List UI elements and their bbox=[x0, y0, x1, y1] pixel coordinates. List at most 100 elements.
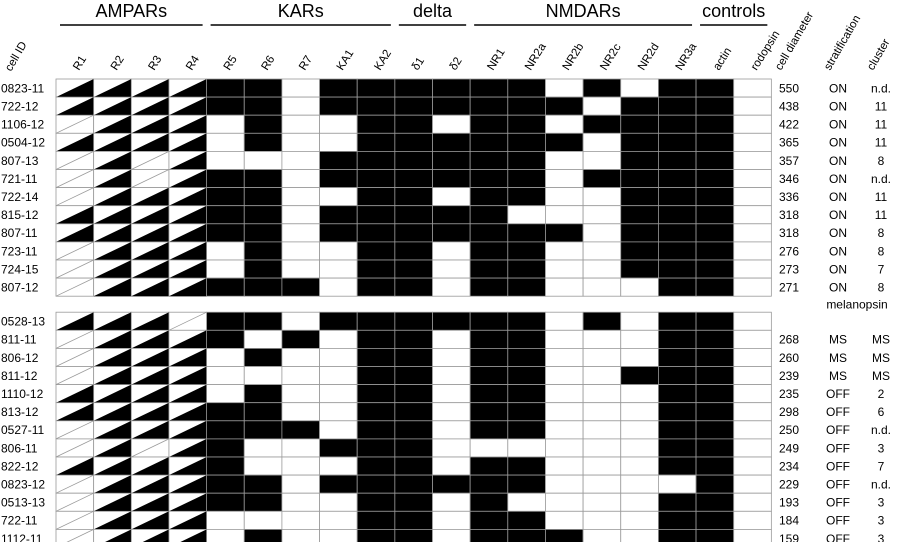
column-label: actin bbox=[711, 46, 734, 73]
heatmap-cell bbox=[620, 205, 659, 225]
heatmap-cell bbox=[658, 132, 697, 152]
heatmap-cell bbox=[319, 114, 358, 134]
heatmap-cell bbox=[206, 277, 245, 297]
heatmap-cell bbox=[658, 311, 697, 331]
heatmap-cell bbox=[469, 187, 509, 207]
cluster-value: 11 bbox=[875, 190, 888, 204]
heatmap-cell bbox=[356, 150, 396, 170]
heatmap-cell bbox=[432, 241, 471, 261]
heatmap-cell-half bbox=[168, 438, 207, 457]
heatmap-cell bbox=[356, 329, 396, 349]
cell-diameter-value: 318 bbox=[779, 208, 799, 222]
heatmap-cell-half bbox=[168, 97, 207, 116]
cluster-value: MS bbox=[872, 369, 890, 383]
heatmap-cell bbox=[545, 114, 584, 134]
column-label: δ1 bbox=[410, 55, 427, 72]
heatmap-cell bbox=[394, 96, 433, 116]
cell-diameter-value: 276 bbox=[779, 244, 799, 258]
heatmap-cell-diagonal bbox=[55, 241, 94, 261]
heatmap-cell bbox=[582, 187, 622, 207]
heatmap-cell-half bbox=[56, 223, 94, 242]
heatmap-cell-diagonal bbox=[55, 187, 94, 207]
cluster-value: n.d. bbox=[871, 423, 891, 437]
heatmap-cell bbox=[582, 329, 622, 349]
heatmap-cell bbox=[620, 510, 659, 530]
heatmap-cell bbox=[394, 78, 433, 98]
row-label: 1110-12 bbox=[1, 387, 44, 401]
cell-diameter-value: 365 bbox=[779, 136, 799, 150]
heatmap-cell bbox=[733, 510, 772, 530]
heatmap-cell-half bbox=[93, 79, 132, 98]
cell-diameter-value: 422 bbox=[779, 118, 799, 132]
heatmap-cell bbox=[545, 474, 584, 494]
heatmap-cell-half bbox=[93, 133, 132, 152]
heatmap-cell-diagonal bbox=[55, 510, 94, 530]
heatmap-cell bbox=[206, 259, 245, 279]
heatmap-cell bbox=[658, 277, 697, 297]
heatmap-cell bbox=[281, 420, 320, 440]
heatmap-cell bbox=[432, 438, 471, 458]
heatmap-cell bbox=[206, 384, 245, 404]
heatmap-cell bbox=[733, 492, 772, 512]
heatmap-cell bbox=[432, 114, 471, 134]
heatmap-cell bbox=[620, 114, 659, 134]
heatmap-cell-half bbox=[93, 205, 132, 224]
row-label: 807-11 bbox=[1, 226, 38, 240]
heatmap-cell bbox=[620, 474, 659, 494]
cluster-value: 7 bbox=[878, 459, 885, 473]
heatmap-cell bbox=[206, 366, 245, 386]
heatmap-cell bbox=[432, 259, 471, 279]
heatmap-cell bbox=[695, 259, 735, 279]
heatmap-cell bbox=[469, 402, 509, 422]
heatmap-cell bbox=[206, 132, 245, 152]
heatmap-cell bbox=[507, 492, 546, 512]
heatmap-cell-half bbox=[168, 223, 207, 242]
heatmap-cell bbox=[507, 402, 546, 422]
heatmap-cell bbox=[695, 510, 735, 530]
column-label: R2 bbox=[109, 54, 127, 73]
cluster-value: 6 bbox=[878, 405, 885, 419]
heatmap-cell bbox=[394, 187, 433, 207]
heatmap-cell bbox=[281, 205, 320, 225]
group-label-nmdars: NMDARs bbox=[546, 1, 621, 21]
cell-diameter-value: 550 bbox=[779, 81, 799, 95]
heatmap-cell bbox=[319, 329, 358, 349]
heatmap-cell bbox=[319, 205, 358, 225]
heatmap-cell bbox=[658, 114, 697, 134]
heatmap-cell bbox=[620, 438, 659, 458]
heatmap-cell-half bbox=[168, 115, 207, 134]
heatmap-cell bbox=[658, 187, 697, 207]
heatmap-cell bbox=[243, 205, 283, 225]
heatmap-cell bbox=[545, 510, 584, 530]
heatmap-cell bbox=[620, 366, 659, 386]
heatmap-cell bbox=[620, 259, 659, 279]
heatmap-cell-diagonal bbox=[66, 529, 94, 542]
heatmap-cell bbox=[432, 277, 471, 297]
heatmap-cell bbox=[507, 96, 546, 116]
heatmap-cell-half bbox=[168, 278, 207, 297]
group-label-controls: controls bbox=[702, 1, 765, 21]
heatmap-cell bbox=[658, 96, 697, 116]
heatmap-cell bbox=[432, 529, 471, 542]
column-label: NR2b bbox=[561, 41, 587, 72]
row-label: 807-13 bbox=[1, 154, 39, 168]
row-label: 822-12 bbox=[1, 459, 39, 473]
heatmap-cell bbox=[507, 384, 546, 404]
stratification-value: OFF bbox=[826, 423, 850, 437]
heatmap-cell-diagonal bbox=[131, 438, 170, 458]
heatmap-cell bbox=[582, 96, 622, 116]
heatmap-cell bbox=[243, 150, 283, 170]
heatmap-cell-half bbox=[142, 529, 169, 542]
heatmap-cell bbox=[394, 150, 433, 170]
heatmap-cell bbox=[695, 311, 735, 331]
heatmap-cell bbox=[582, 456, 622, 476]
column-label: R4 bbox=[184, 53, 202, 72]
heatmap-cell bbox=[469, 223, 509, 243]
stratification-value: ON bbox=[829, 208, 847, 222]
cell-diameter-value: 193 bbox=[779, 496, 799, 510]
stratification-value: ON bbox=[829, 154, 847, 168]
heatmap-cell bbox=[545, 223, 584, 243]
heatmap-cell bbox=[243, 223, 283, 243]
heatmap-cell-half bbox=[131, 260, 169, 279]
heatmap-cell bbox=[695, 329, 735, 349]
